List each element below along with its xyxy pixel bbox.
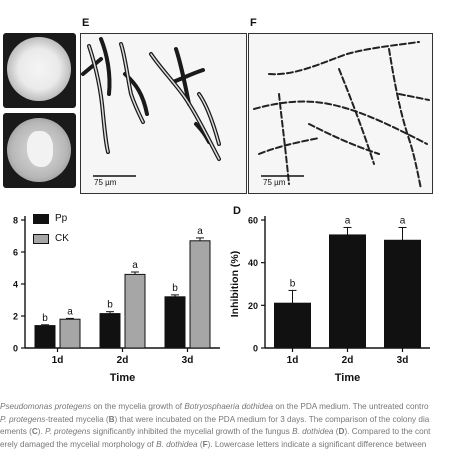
chart-colony-diameter: 0 2 4 6 8 b a 1d b a 2d b a 3d Time <box>13 216 220 384</box>
figure-caption: Pseudomonas protegens on the mycelia gro… <box>0 401 474 451</box>
x-tick-label: 3d <box>397 355 409 366</box>
y-tick-label: 2 <box>13 312 18 322</box>
x-axis-title: Time <box>335 372 360 384</box>
x-tick-label: 1d <box>287 355 299 366</box>
significance-letter: a <box>345 215 351 226</box>
y-tick-label: 0 <box>253 344 258 354</box>
scale-bar-f-label: 75 µm <box>263 178 286 187</box>
bar <box>99 313 121 349</box>
legend-pp-label: Pp <box>55 213 68 224</box>
legend-ck-swatch <box>33 233 49 244</box>
petri-dish-control-photo <box>3 33 76 108</box>
bar <box>164 296 186 349</box>
bar <box>59 318 81 349</box>
y-tick-label: 4 <box>13 280 18 290</box>
significance-letter: a <box>67 306 73 317</box>
bar <box>124 273 146 349</box>
y-axis-title: Inhibition (%) <box>230 251 241 317</box>
y-tick-label: 40 <box>248 258 258 268</box>
significance-letter: a <box>197 226 203 237</box>
petri-dish-treated-photo <box>3 113 76 188</box>
y-tick-label: 6 <box>13 248 18 258</box>
bar <box>34 325 56 349</box>
y-tick-label: 20 <box>248 301 258 311</box>
panel-e-label: E <box>82 17 90 29</box>
panel-d-label: D <box>233 205 241 217</box>
caption-line-2: P. protegens-treated mycelia (B) that we… <box>0 414 430 424</box>
legend-ck-label: CK <box>55 233 69 244</box>
y-tick-label: 0 <box>13 344 18 354</box>
legend-ck: CK <box>33 233 69 244</box>
legend-pp-swatch <box>33 213 49 224</box>
panel-f-label: F <box>250 17 257 29</box>
bar <box>384 239 421 349</box>
x-axis-title: Time <box>110 372 135 384</box>
scale-bar-e-label: 75 µm <box>94 178 117 187</box>
micrograph-e <box>80 33 247 194</box>
significance-letter: b <box>290 278 296 289</box>
significance-letter: b <box>172 283 178 294</box>
x-tick-label: 2d <box>342 355 354 366</box>
significance-letter: a <box>400 215 406 226</box>
bar <box>189 240 211 349</box>
y-tick-label: 8 <box>13 216 18 226</box>
micrograph-f <box>248 33 433 194</box>
bar <box>329 234 366 349</box>
caption-line-3: ements (C). P. protegens significantly i… <box>0 427 431 436</box>
significance-letter: b <box>42 313 48 324</box>
y-tick-label: 60 <box>248 216 258 226</box>
caption-line-4: erely damaged the mycelial morphology of… <box>0 439 427 449</box>
bar <box>274 302 311 349</box>
caption-line-1: Pseudomonas protegens on the mycelia gro… <box>0 402 429 411</box>
x-tick-label: 1d <box>52 355 64 366</box>
x-tick-label: 3d <box>182 355 194 366</box>
chart-inhibition: 0 20 40 60 b 1d a 2d a 3d Time Inhibition (%) <box>230 215 430 384</box>
significance-letter: b <box>107 300 113 311</box>
significance-letter: a <box>132 260 138 271</box>
legend-pp: Pp <box>33 213 67 224</box>
x-tick-label: 2d <box>117 355 129 366</box>
